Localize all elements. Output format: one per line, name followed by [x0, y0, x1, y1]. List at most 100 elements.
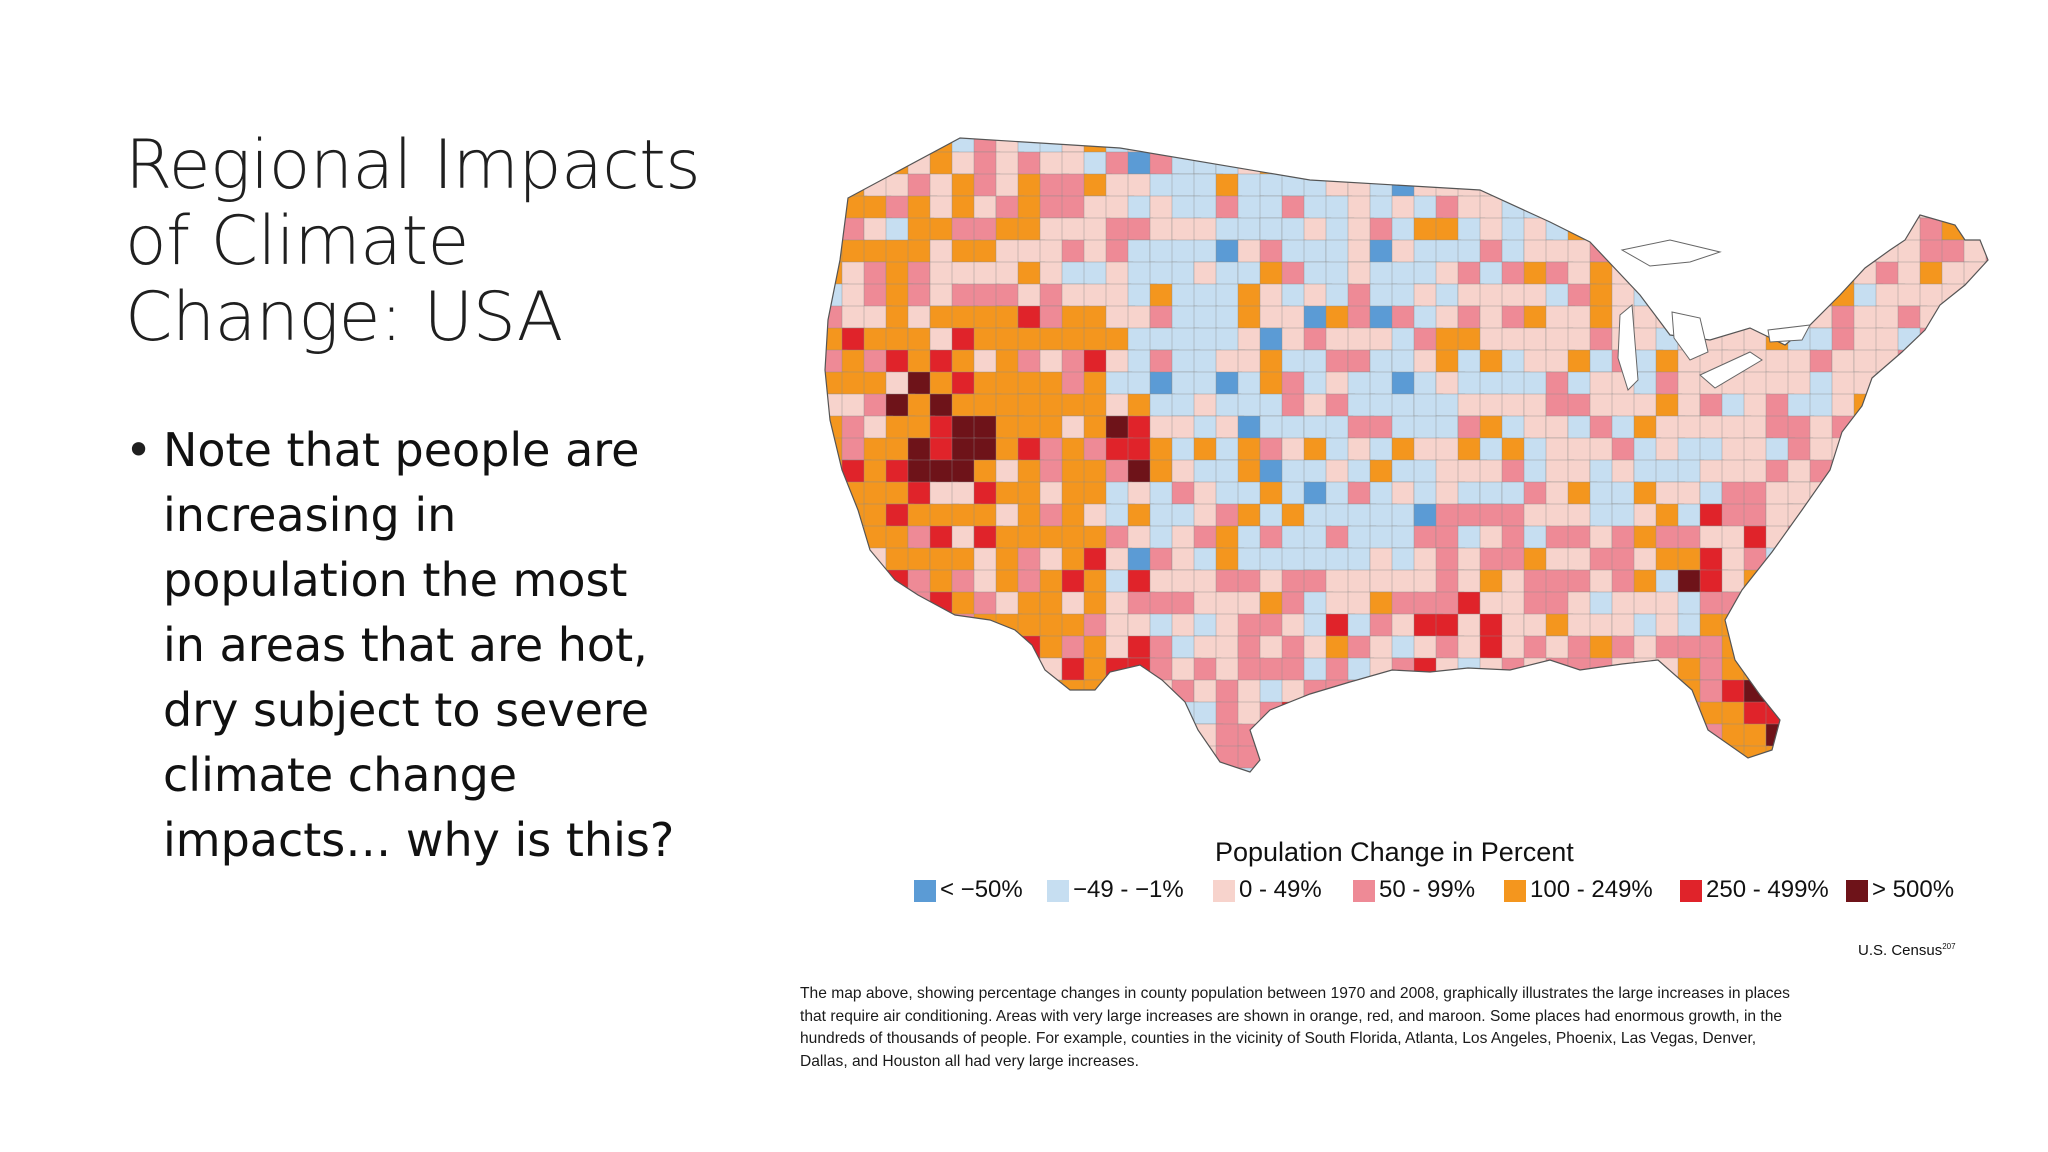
county-tile [1765, 657, 1794, 683]
county-tile [1017, 327, 1043, 353]
county-tile [841, 525, 867, 550]
county-tile [1809, 261, 1837, 290]
county-tile [995, 459, 1022, 485]
county-tile [1303, 745, 1334, 772]
county-tile [1325, 591, 1352, 617]
county-tile [1545, 547, 1572, 571]
county-tile [1897, 701, 1926, 726]
county-tile [1589, 195, 1616, 219]
caption-line: that require air conditioning. Areas wit… [800, 1007, 1783, 1025]
county-tile [1259, 723, 1284, 752]
county-tile [1325, 745, 1353, 769]
county-tile [1171, 503, 1198, 527]
county-tile [1589, 261, 1617, 287]
county-tile [1479, 547, 1506, 575]
county-tile [1699, 481, 1723, 505]
map-caption: The map above, showing percentage change… [800, 983, 2030, 1073]
county-tile [1809, 393, 1834, 419]
county-tile [1347, 283, 1375, 309]
county-tile [1457, 591, 1481, 617]
county-tile [1853, 261, 1880, 287]
county-tile [1809, 415, 1837, 442]
county-tile [1391, 459, 1417, 483]
lake-superior [1620, 239, 1722, 267]
county-tile [995, 349, 1020, 376]
county-tile [1787, 635, 1811, 659]
county-tile [1061, 767, 1091, 772]
county-tile [1809, 151, 1836, 180]
county-tile [1699, 195, 1727, 222]
county-tile [825, 173, 850, 201]
county-tile [1567, 701, 1593, 729]
county-tile [1369, 591, 1394, 615]
county-tile [1435, 151, 1466, 175]
county-tile [1919, 138, 1944, 157]
county-tile [1061, 173, 1088, 201]
county-tile [1941, 371, 1970, 396]
county-tile [929, 767, 960, 772]
county-tile [1941, 525, 1965, 551]
county-tile [1237, 635, 1261, 661]
county-tile [1611, 657, 1637, 686]
county-tile [825, 503, 845, 529]
county-tile [1083, 701, 1110, 728]
county-tile [1853, 525, 1877, 551]
county-tile [1325, 239, 1353, 267]
county-tile [1743, 613, 1772, 639]
county-tile [1721, 261, 1746, 285]
county-tile [1567, 151, 1593, 177]
county-tile [1545, 173, 1574, 197]
county-tile [1149, 547, 1173, 573]
county-tile [1567, 657, 1593, 686]
county-tile [1787, 745, 1816, 770]
county-tile [1369, 723, 1398, 747]
county-tile [1941, 173, 1971, 200]
county-tile [1391, 679, 1420, 705]
county-tile [929, 745, 959, 772]
county-tile [1061, 261, 1087, 285]
county-tile [1347, 138, 1378, 155]
county-tile [1633, 415, 1659, 441]
county-tile [1765, 635, 1791, 662]
county-tile [1523, 261, 1549, 289]
county-tile [825, 679, 843, 705]
county-tile [1853, 657, 1880, 686]
county-tile [907, 723, 932, 750]
county-tile [1765, 195, 1794, 221]
county-tile [1985, 635, 1988, 659]
county-tile [1325, 349, 1349, 376]
county-tile [1919, 481, 1947, 505]
county-tile [1765, 138, 1790, 154]
county-tile [995, 635, 1024, 660]
county-tile [885, 459, 913, 485]
county-tile [1105, 745, 1130, 770]
county-tile [1391, 701, 1421, 727]
county-tile [1171, 415, 1196, 442]
county-tile [1083, 371, 1109, 396]
county-tile [1567, 415, 1592, 442]
county-tile [1457, 327, 1483, 354]
county-tile [995, 723, 1023, 749]
lake-ontario [1767, 324, 1811, 343]
county-tile [863, 283, 889, 310]
county-tile [1831, 525, 1860, 551]
county-tile [1545, 635, 1573, 663]
county-tile [1193, 613, 1218, 637]
county-tile [1413, 151, 1442, 178]
county-tile [1985, 371, 1988, 397]
county-tile [1941, 767, 1967, 772]
county-tile [1699, 217, 1725, 242]
county-tile [1281, 745, 1310, 770]
county-tile [1831, 635, 1855, 659]
county-tile [841, 305, 866, 329]
county-tile [907, 525, 933, 550]
county-tile [1853, 591, 1879, 615]
county-tile [973, 151, 1001, 178]
county-tile [1831, 195, 1860, 220]
county-tile [1435, 679, 1460, 707]
county-tile [1941, 591, 1970, 619]
county-tile [1149, 459, 1173, 485]
county-tile [1919, 393, 1949, 422]
county-tile [1369, 459, 1393, 485]
county-tile [1281, 767, 1310, 772]
